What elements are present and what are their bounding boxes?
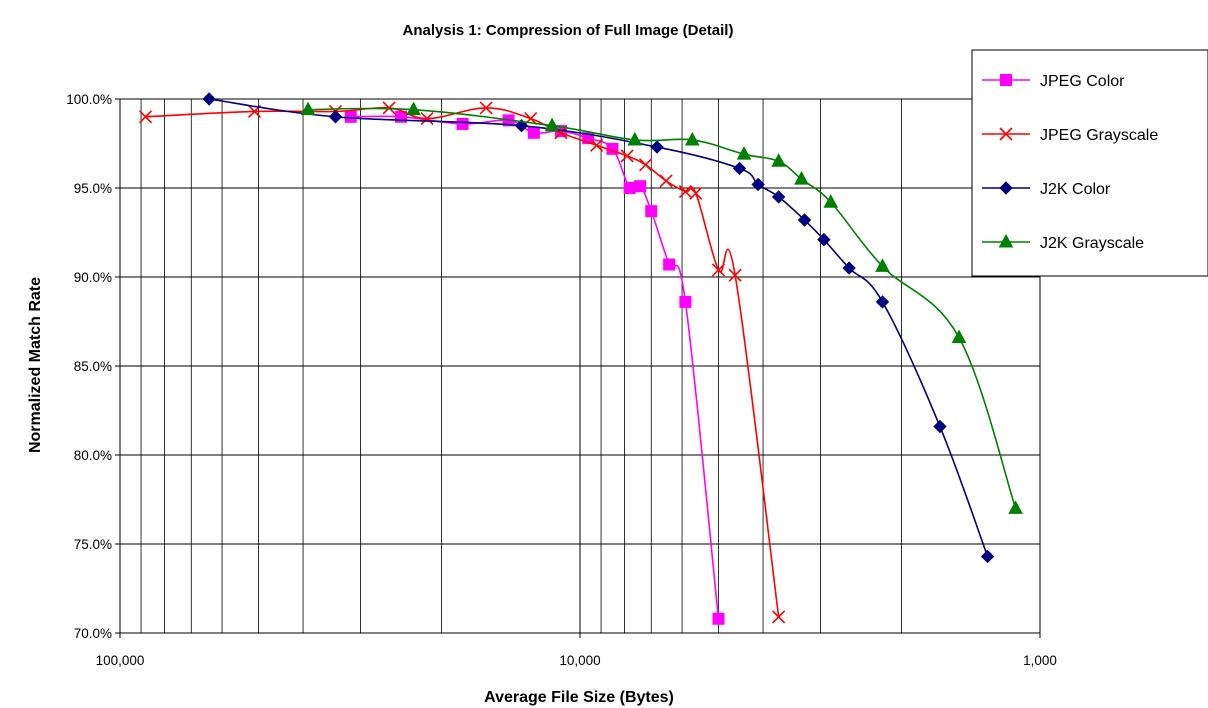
- marker-stroke: [639, 158, 653, 172]
- marker-stroke: [999, 127, 1013, 141]
- marker-stroke: [590, 138, 604, 152]
- data-point-j2k-grayscale: [544, 117, 560, 132]
- legend-item-jpeg-color: JPEG Color: [982, 73, 1125, 90]
- data-point-jpeg-color: [527, 126, 540, 139]
- data-point-jpeg-grayscale: [659, 174, 673, 188]
- legend-marker: [999, 127, 1013, 141]
- data-point-j2k-color: [650, 140, 664, 154]
- data-point-jpeg-grayscale: [138, 110, 153, 124]
- data-point-j2k-grayscale: [771, 153, 786, 167]
- data-point-jpeg-grayscale: [479, 101, 493, 115]
- data-point-j2k-color: [732, 161, 747, 176]
- marker-stroke: [659, 174, 673, 188]
- legend-label: JPEG Grayscale: [1040, 127, 1158, 144]
- data-point-jpeg-grayscale: [590, 138, 604, 152]
- y-tick-label: 90.0%: [74, 270, 112, 285]
- legend-item-j2k-grayscale: J2K Grayscale: [982, 233, 1144, 252]
- data-point-j2k-grayscale: [794, 171, 809, 185]
- legend-label: J2K Color: [1040, 181, 1111, 198]
- series-j2k-color: [202, 92, 995, 564]
- data-point-j2k-color: [817, 232, 831, 247]
- data-point-jpeg-color: [344, 110, 357, 123]
- y-tick-label: 75.0%: [74, 537, 112, 552]
- data-point-j2k-color: [933, 419, 947, 434]
- data-point-j2k-grayscale: [1008, 500, 1023, 514]
- y-tick-label: 95.0%: [74, 181, 112, 196]
- series-j2k-grayscale: [300, 101, 1023, 514]
- legend-item-j2k-color: J2K Color: [982, 181, 1111, 198]
- legend-label: J2K Grayscale: [1040, 235, 1144, 252]
- marker-stroke: [689, 186, 703, 200]
- data-point-j2k-grayscale: [684, 131, 700, 146]
- legend: JPEG Color JPEG Grayscale J2K Color J2K Gra…: [971, 49, 1208, 277]
- data-point-jpeg-color: [663, 258, 676, 271]
- data-point-jpeg-color: [582, 132, 595, 145]
- data-point-j2k-grayscale: [951, 329, 967, 344]
- data-point-j2k-color: [751, 177, 765, 192]
- gridlines: [115, 98, 1041, 638]
- marker-stroke: [554, 126, 568, 140]
- x-axis-title: Average File Size (Bytes): [484, 689, 674, 706]
- data-point-j2k-grayscale: [875, 258, 890, 272]
- data-point-j2k-color: [980, 549, 995, 564]
- series-line-j2k-color: [209, 98, 989, 557]
- data-point-jpeg-grayscale: [639, 158, 653, 172]
- legend-box: [971, 49, 1208, 277]
- data-point-jpeg-color: [712, 612, 725, 625]
- series-jpeg-color: [344, 110, 725, 625]
- data-point-j2k-grayscale: [736, 146, 752, 160]
- data-point-jpeg-grayscale: [728, 268, 742, 282]
- data-point-j2k-color: [797, 213, 812, 227]
- data-point-jpeg-color: [623, 182, 636, 194]
- y-tick-label: 100.0%: [66, 92, 112, 107]
- data-point-j2k-color: [842, 261, 856, 275]
- legend-item-jpeg-grayscale: JPEG Grayscale: [982, 127, 1158, 144]
- series-layer: [138, 92, 1023, 625]
- y-tick-label: 70.0%: [74, 626, 112, 641]
- data-point-jpeg-grayscale: [620, 149, 634, 163]
- marker-stroke: [138, 110, 153, 124]
- y-axis-title: Normalized Match Rate: [27, 277, 44, 453]
- data-point-j2k-grayscale: [823, 194, 839, 208]
- x-tick-label: 100,000: [96, 653, 145, 668]
- marker-stroke: [728, 268, 742, 282]
- marker-stroke: [620, 149, 634, 163]
- legend-marker: [998, 233, 1014, 248]
- y-tick-label: 85.0%: [74, 359, 112, 374]
- series-line-j2k-grayscale: [308, 107, 1017, 509]
- data-point-jpeg-color: [645, 205, 658, 218]
- marker-stroke: [772, 610, 786, 624]
- data-point-jpeg-grayscale: [711, 263, 726, 277]
- legend-marker: [999, 181, 1013, 195]
- data-point-j2k-color: [771, 190, 786, 204]
- data-point-j2k-grayscale: [627, 131, 643, 146]
- data-point-j2k-grayscale: [300, 101, 316, 116]
- tick-labels: 100.0% 95.0% 90.0% 85.0% 80.0% 75.0% 70.0% 100,…: [66, 92, 1057, 668]
- x-tick-label: 1,000: [1023, 653, 1057, 668]
- legend-marker: [1000, 74, 1012, 86]
- data-point-j2k-color: [328, 110, 343, 124]
- marker-stroke: [678, 184, 692, 199]
- data-point-j2k-color: [202, 92, 216, 106]
- data-point-jpeg-grayscale: [689, 186, 703, 200]
- data-point-jpeg-grayscale: [772, 610, 786, 624]
- y-tick-label: 80.0%: [74, 448, 112, 463]
- marker-stroke: [711, 263, 726, 277]
- legend-label: JPEG Color: [1040, 73, 1125, 90]
- chart-title: Analysis 1: Compression of Full Image (D…: [403, 22, 734, 39]
- marker-stroke: [479, 101, 493, 115]
- data-point-jpeg-color: [679, 295, 692, 308]
- marker-stroke: [420, 112, 434, 126]
- data-point-j2k-color: [875, 295, 890, 309]
- x-tick-label: 10,000: [559, 653, 600, 668]
- data-point-jpeg-grayscale: [420, 112, 434, 126]
- data-point-jpeg-color: [456, 117, 469, 130]
- data-point-jpeg-color: [634, 180, 647, 193]
- data-point-jpeg-grayscale: [678, 184, 692, 199]
- data-point-j2k-grayscale: [406, 101, 421, 116]
